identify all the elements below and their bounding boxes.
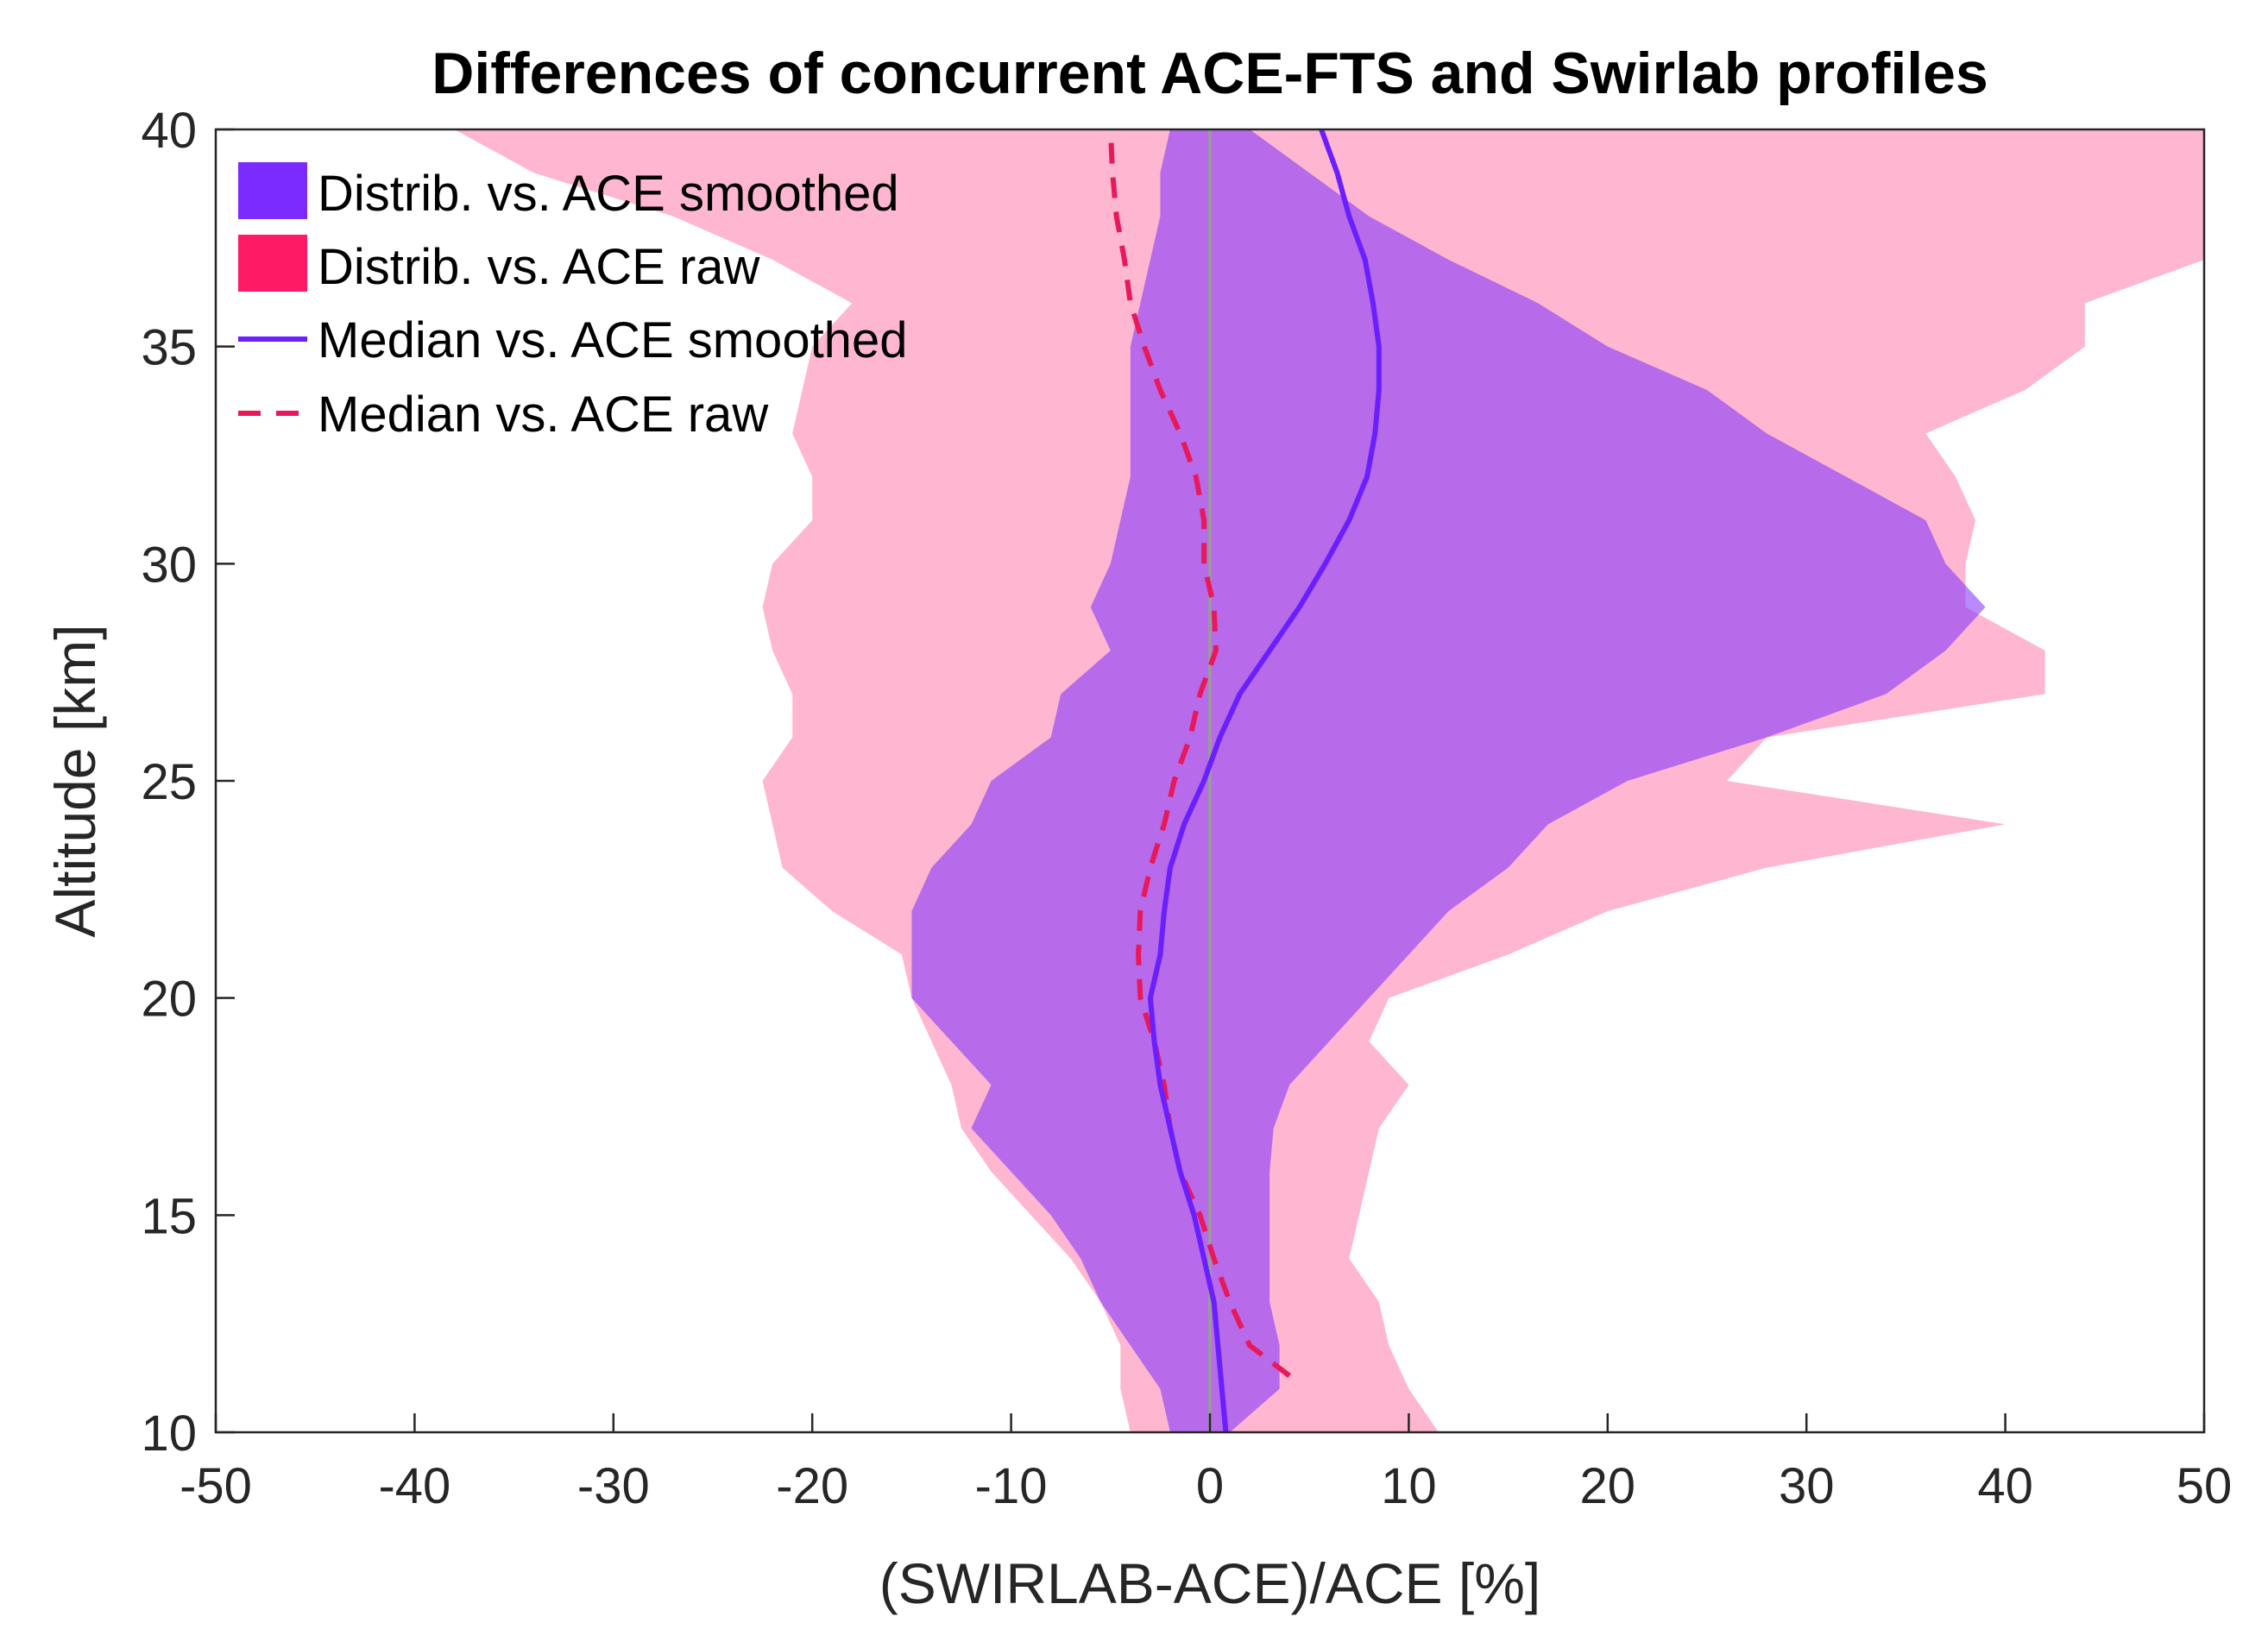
- legend-label-smoothed-band: Distrib. vs. ACE smoothed: [318, 166, 899, 222]
- x-tick-label: 10: [1381, 1458, 1437, 1514]
- distribution-bands: [454, 129, 2204, 1432]
- x-axis-ticks: -50 -40 -30 -20 -10 0 10 20 30 40 50: [180, 1413, 2232, 1514]
- legend-label-raw-band: Distrib. vs. ACE raw: [318, 239, 761, 295]
- x-tick-label: 30: [1779, 1458, 1835, 1514]
- x-tick-label: 40: [1977, 1458, 2033, 1514]
- y-axis-label: Altitude [km]: [43, 624, 107, 937]
- y-tick-label: 35: [141, 320, 197, 376]
- legend: Distrib. vs. ACE smoothed Distrib. vs. A…: [238, 162, 907, 443]
- band-smoothed: [911, 129, 1986, 1432]
- x-tick-label: -50: [180, 1458, 252, 1514]
- x-tick-label: -10: [975, 1458, 1048, 1514]
- legend-label-median-smoothed: Median vs. ACE smoothed: [318, 312, 907, 368]
- legend-swatch-smoothed-band: [238, 162, 307, 219]
- chart-title: Differences of concurrent ACE-FTS and Sw…: [432, 41, 1988, 106]
- median-lines: [1107, 128, 1382, 1433]
- y-tick-label: 15: [141, 1188, 197, 1244]
- median-raw-line: [1107, 129, 1291, 1378]
- x-tick-label: 50: [2177, 1458, 2233, 1514]
- median-smoothed-line: [1147, 128, 1382, 1433]
- legend-swatch-raw-band: [238, 235, 307, 292]
- y-tick-label: 20: [141, 972, 197, 1028]
- y-tick-label: 30: [141, 537, 197, 593]
- legend-label-median-raw: Median vs. ACE raw: [318, 387, 769, 443]
- x-tick-label: -20: [776, 1458, 848, 1514]
- y-tick-label: 25: [141, 754, 197, 810]
- y-tick-label: 10: [141, 1406, 197, 1462]
- x-axis-label: (SWIRLAB-ACE)/ACE [%]: [879, 1551, 1540, 1615]
- plot-area: [216, 128, 2204, 1433]
- x-tick-label: 20: [1580, 1458, 1636, 1514]
- y-axis-ticks: 10 15 20 25 30 35 40: [141, 103, 235, 1462]
- x-tick-label: -30: [577, 1458, 650, 1514]
- x-tick-label: -40: [378, 1458, 450, 1514]
- x-tick-label: 0: [1196, 1458, 1224, 1514]
- y-tick-label: 40: [141, 103, 197, 159]
